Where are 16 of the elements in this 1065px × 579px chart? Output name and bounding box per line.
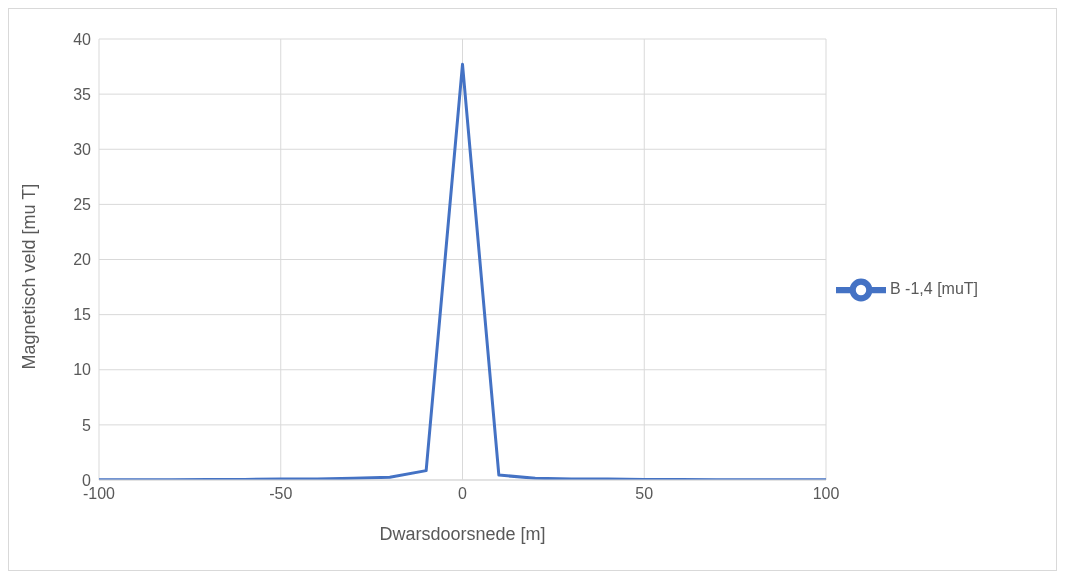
x-tick-label: -50 <box>269 485 293 503</box>
x-tick-label: -100 <box>82 485 116 503</box>
y-tick-label: 5 <box>82 416 92 434</box>
x-axis-title: Dwarsdoorsnede [m] <box>379 524 546 544</box>
y-axis-title: Magnetisch veld [mu T] <box>19 183 40 370</box>
y-tick-label: 10 <box>73 361 92 379</box>
y-tick-label: 15 <box>73 306 92 324</box>
x-tick-label: 50 <box>635 485 654 503</box>
x-tick-label: 100 <box>812 485 840 503</box>
y-tick-label: 40 <box>73 30 92 48</box>
y-tick-label: 25 <box>73 196 92 214</box>
x-tick-label: 0 <box>458 485 468 503</box>
y-tick-label: 20 <box>73 251 92 269</box>
legend-label: B -1,4 [muT] <box>890 279 979 297</box>
y-tick-label: 35 <box>73 85 92 103</box>
y-tick-label: 30 <box>73 140 92 158</box>
